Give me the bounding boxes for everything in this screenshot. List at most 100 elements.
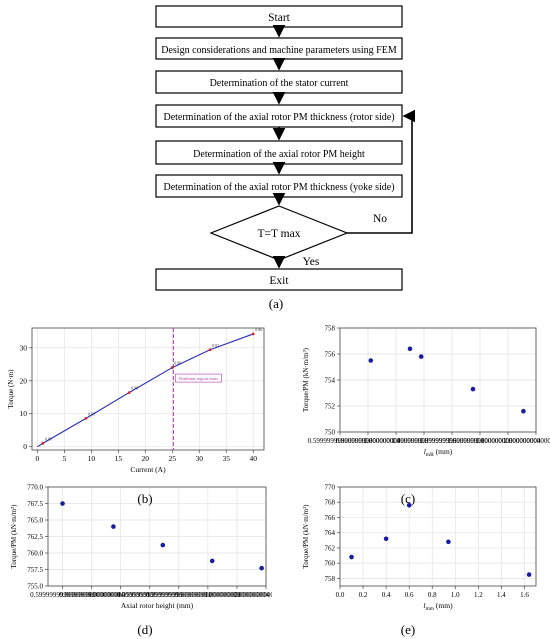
x-tick-label: 1.39999999999999991 <box>420 437 485 445</box>
exit-label: Exit <box>269 275 289 287</box>
data-point <box>259 565 264 571</box>
x-tick-label: 2.00000000000000000 <box>504 437 550 445</box>
x-tick-label: 0.0 <box>336 591 345 599</box>
x-tick-label: 0.4 <box>382 591 391 599</box>
pm-height-label: Determination of the axial rotor PM heig… <box>193 149 365 160</box>
y-tick-label: 750 <box>325 429 336 437</box>
y-tick-label: 768 <box>325 499 336 507</box>
y-tick-label: 752 <box>325 403 336 411</box>
x-tick-label: 35 <box>222 454 230 463</box>
x-tick-label: 0.80000000000000004 <box>336 437 401 445</box>
x-tick-label: 1.4 <box>497 591 506 599</box>
stator-current-label: Determination of the stator current <box>210 78 349 89</box>
y-tick-label: 764 <box>325 529 336 537</box>
x-tick-label: 10 <box>88 454 96 463</box>
no-label: No <box>373 213 387 225</box>
data-point <box>60 501 65 506</box>
x-tick-label: 1.80000000000000004 <box>476 437 541 445</box>
x-tick-label: 0.59999999999999998 <box>30 591 95 599</box>
y-tick-label: 762 <box>325 544 336 552</box>
data-point <box>349 554 354 560</box>
yes-label: Yes <box>303 256 320 268</box>
chart-c: 0.599999999999999980.800000000000000041.… <box>302 325 550 459</box>
x-tick-label: 0.2 <box>359 591 368 599</box>
x-tick-label: 1.19999999999999996 <box>392 437 457 445</box>
start-label: Start <box>268 12 291 24</box>
x-tick-label: 1.19999999999999996 <box>117 591 182 599</box>
nonlinear-label-box <box>175 373 222 383</box>
y-tick-label: 762.5 <box>27 533 43 541</box>
x-axis-label: lmR (mm) <box>424 447 453 458</box>
exit-box <box>155 268 403 291</box>
y-tick-label: 758 <box>325 325 336 333</box>
x-tick-label: 25 <box>169 454 177 463</box>
caption-c: (c) <box>400 491 416 506</box>
data-label: 0.92 <box>212 343 219 348</box>
caption-d: (d) <box>137 622 153 637</box>
x-tick-label: 15 <box>115 454 123 463</box>
data-point <box>84 416 88 420</box>
x-tick-label: 0.59999999999999998 <box>308 437 373 445</box>
data-point <box>470 386 476 392</box>
x-tick-label: 20 <box>142 454 150 463</box>
x-tick-label: 5 <box>62 454 66 463</box>
design-label: Design considerations and machine parame… <box>161 45 397 56</box>
data-label: 0.86 <box>255 327 262 332</box>
x-axis-label: Current (A) <box>130 465 166 474</box>
data-point <box>521 408 526 414</box>
x-tick-label: 2.00000000000000000 <box>234 591 272 599</box>
data-point <box>368 358 374 363</box>
x-tick-label: 0.80000000000000004 <box>59 591 124 599</box>
y-tick-label: 760.0 <box>27 550 43 558</box>
x-tick-label: 1.60000000000000009 <box>448 437 513 445</box>
data-point <box>127 391 131 395</box>
y-tick-label: 770.0 <box>27 484 43 492</box>
x-tick-label: 1.6 <box>520 591 529 599</box>
y-tick-label: 755.0 <box>27 583 43 591</box>
data-point <box>526 572 532 577</box>
y-tick-label: 758 <box>325 575 336 583</box>
data-point <box>170 366 174 369</box>
no-loop-arrow <box>347 109 416 234</box>
rotor-side-label: Determination of the axial rotor PM thic… <box>163 112 394 123</box>
chart-e: 0.0 0.2 0.4 0.6 0.8 1.0 1.2 1.4 1.6 758 760 762 764 7… <box>302 484 537 611</box>
x-axis-label: Axial rotor height (mm) <box>121 601 194 610</box>
x-tick-label: 0.6 <box>405 591 414 599</box>
x-tick-label: 1.00000000000000000 <box>364 437 429 445</box>
data-point <box>160 542 166 548</box>
caption-e: (e) <box>400 622 416 637</box>
yoke-side-label: Determination of the axial rotor PM thic… <box>163 182 394 193</box>
x-tick-label: 1.00000000000000000 <box>88 591 153 599</box>
data-point <box>111 524 116 529</box>
x-tick-label: 40 <box>249 454 257 463</box>
y-tick-label: 766 <box>325 514 336 522</box>
chart-b: 0 5 10 15 20 25 30 35 40 0 10 20 30 Current (A) Torque… <box>7 327 265 474</box>
data-point <box>406 502 412 508</box>
data-point <box>251 332 255 336</box>
data-point <box>41 442 45 445</box>
y-axis-label: Torque/PM (kN·m/m³) <box>10 504 18 569</box>
data-label: 0.95 <box>88 411 95 416</box>
y-tick-label: 767.5 <box>27 500 43 508</box>
y-tick-label: 770 <box>325 484 336 492</box>
plot-frame <box>31 327 265 451</box>
y-tick-label: 0 <box>23 442 27 451</box>
data-point <box>418 354 424 359</box>
y-tick-label: 756 <box>325 351 336 359</box>
y-tick-label: 765.0 <box>27 517 43 525</box>
y-tick-label: 10 <box>20 409 28 418</box>
data-label: 0.99 <box>45 436 52 441</box>
y-axis-label: Torque (N·m) <box>7 369 15 409</box>
x-axis-label: lmm (mm) <box>423 601 453 611</box>
x-tick-label: 1.39999999999999991 <box>146 591 211 599</box>
data-point <box>446 539 451 545</box>
x-tick-label: 0 <box>36 454 40 463</box>
y-tick-label: 20 <box>20 376 28 385</box>
y-tick-label: 757.5 <box>27 566 43 574</box>
y-axis-label: Torque/PM (kN·m/m³) <box>302 347 310 412</box>
data-point <box>383 536 389 542</box>
nonlinear-label: Nonlinear region starts <box>179 376 219 381</box>
data-point <box>407 346 413 352</box>
y-tick-label: 30 <box>20 343 28 352</box>
